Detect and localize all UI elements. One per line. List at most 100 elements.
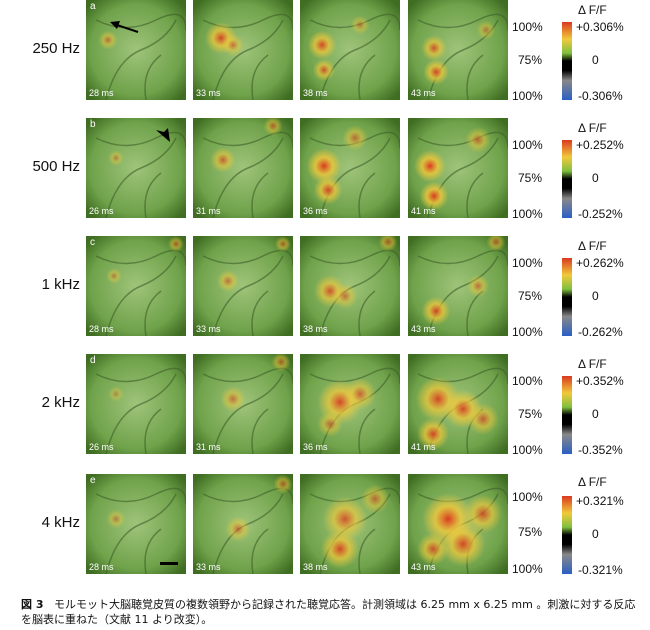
blood-vessel bbox=[105, 255, 177, 336]
colorbar-zero: 0 bbox=[592, 527, 599, 541]
figure-label: 図 3 bbox=[21, 598, 44, 611]
blood-vessel bbox=[466, 172, 484, 218]
blood-vessel bbox=[202, 249, 293, 267]
panel-letter: c bbox=[90, 237, 95, 248]
activation-spot bbox=[465, 127, 491, 153]
panel-time: 33 ms bbox=[196, 88, 221, 98]
colorbar bbox=[562, 22, 572, 100]
blood-vessel bbox=[358, 408, 376, 454]
colorbar-zero: 0 bbox=[592, 171, 599, 185]
image-panel-2: 33 ms bbox=[193, 0, 293, 100]
brain-image bbox=[193, 474, 293, 574]
brain-image bbox=[86, 0, 186, 100]
colorbar-max: +0.352% bbox=[576, 374, 624, 388]
scale-bot: 100% bbox=[512, 325, 543, 339]
panel-time: 33 ms bbox=[196, 562, 221, 572]
blood-vessel bbox=[309, 13, 400, 31]
activation-spot bbox=[421, 296, 451, 326]
dff-title: Δ F/F bbox=[578, 239, 607, 253]
colorbar-max: +0.262% bbox=[576, 256, 624, 270]
blood-vessel bbox=[417, 13, 508, 31]
scale-mid: 75% bbox=[518, 171, 543, 185]
frequency-label: 1 kHz bbox=[41, 276, 80, 293]
panel-time: 31 ms bbox=[196, 442, 221, 452]
activation-spot bbox=[306, 148, 342, 184]
activation-spot bbox=[421, 35, 447, 61]
brain-image bbox=[86, 118, 186, 218]
scale-bot: 100% bbox=[512, 207, 543, 221]
blood-vessel bbox=[202, 487, 293, 505]
panel-time: 43 ms bbox=[411, 562, 436, 572]
colorbar-zero: 0 bbox=[592, 289, 599, 303]
panel-letter: e bbox=[90, 475, 96, 486]
blood-vessel bbox=[212, 19, 284, 100]
activation-spot bbox=[108, 150, 124, 166]
activation-spot bbox=[467, 403, 499, 435]
scale-bot: 100% bbox=[512, 89, 543, 103]
activation-spot bbox=[414, 150, 446, 182]
blood-vessel bbox=[144, 528, 162, 574]
dff-title: Δ F/F bbox=[578, 475, 607, 489]
blood-vessel bbox=[251, 172, 269, 218]
image-panel-4: 43 ms bbox=[408, 236, 508, 336]
brain-image bbox=[193, 354, 293, 454]
activation-spot bbox=[317, 411, 343, 437]
activation-spot bbox=[98, 30, 118, 50]
blood-vessel bbox=[358, 172, 376, 218]
activation-spot bbox=[322, 496, 368, 542]
blood-vessel bbox=[202, 131, 293, 149]
activation-spot bbox=[275, 236, 291, 252]
caption-text: モルモット大脳聴覚皮質の複数領野から記録された聴覚応答。計測領域は 6.25 m… bbox=[21, 598, 636, 626]
panel-time: 28 ms bbox=[89, 562, 114, 572]
arrow-icon bbox=[110, 21, 139, 33]
panel-time: 26 ms bbox=[89, 442, 114, 452]
blood-vessel bbox=[212, 373, 284, 454]
blood-vessel bbox=[251, 290, 269, 336]
scale-mid: 75% bbox=[518, 53, 543, 67]
activation-spot bbox=[216, 269, 240, 293]
row-4khz: 4 kHz e 28 ms 33 ms 38 ms 43 ms 100% 75% … bbox=[0, 474, 650, 586]
activation-spot bbox=[320, 529, 360, 569]
scale-mid: 75% bbox=[518, 289, 543, 303]
brain-image bbox=[193, 236, 293, 336]
brain-image bbox=[408, 474, 508, 574]
scale-bot: 100% bbox=[512, 562, 543, 576]
scale-bar bbox=[160, 562, 178, 565]
scale-top: 100% bbox=[512, 490, 543, 504]
panel-time: 31 ms bbox=[196, 206, 221, 216]
activation-spot bbox=[313, 175, 343, 205]
blood-vessel bbox=[144, 54, 162, 100]
blood-vessel bbox=[95, 131, 186, 149]
blood-vessel bbox=[95, 367, 186, 385]
brain-image bbox=[300, 118, 400, 218]
panel-letter: a bbox=[90, 1, 96, 12]
panel-time: 26 ms bbox=[89, 206, 114, 216]
blood-vessel bbox=[417, 249, 508, 267]
activation-spot bbox=[342, 125, 368, 151]
blood-vessel bbox=[309, 249, 400, 267]
activation-spot bbox=[221, 33, 245, 57]
activation-spot bbox=[417, 533, 449, 565]
activation-spot bbox=[463, 494, 503, 534]
colorbar bbox=[562, 496, 572, 574]
panel-time: 36 ms bbox=[303, 442, 328, 452]
blood-vessel bbox=[358, 290, 376, 336]
brain-image bbox=[300, 474, 400, 574]
tissue-background bbox=[86, 118, 186, 218]
colorbar-min: -0.252% bbox=[578, 207, 623, 221]
brain-image bbox=[300, 354, 400, 454]
colorbar bbox=[562, 258, 572, 336]
arrowhead-icon bbox=[156, 128, 170, 142]
brain-image bbox=[408, 118, 508, 218]
blood-vessel bbox=[95, 13, 186, 31]
image-panel-2: 33 ms bbox=[193, 474, 293, 574]
image-panel-4: 41 ms bbox=[408, 118, 508, 218]
brain-image bbox=[408, 236, 508, 336]
blood-vessel bbox=[212, 255, 284, 336]
panel-time: 28 ms bbox=[89, 324, 114, 334]
brain-image bbox=[86, 236, 186, 336]
scale-top: 100% bbox=[512, 256, 543, 270]
scale-top: 100% bbox=[512, 138, 543, 152]
activation-spot bbox=[108, 386, 124, 402]
colorbar-zero: 0 bbox=[592, 407, 599, 421]
